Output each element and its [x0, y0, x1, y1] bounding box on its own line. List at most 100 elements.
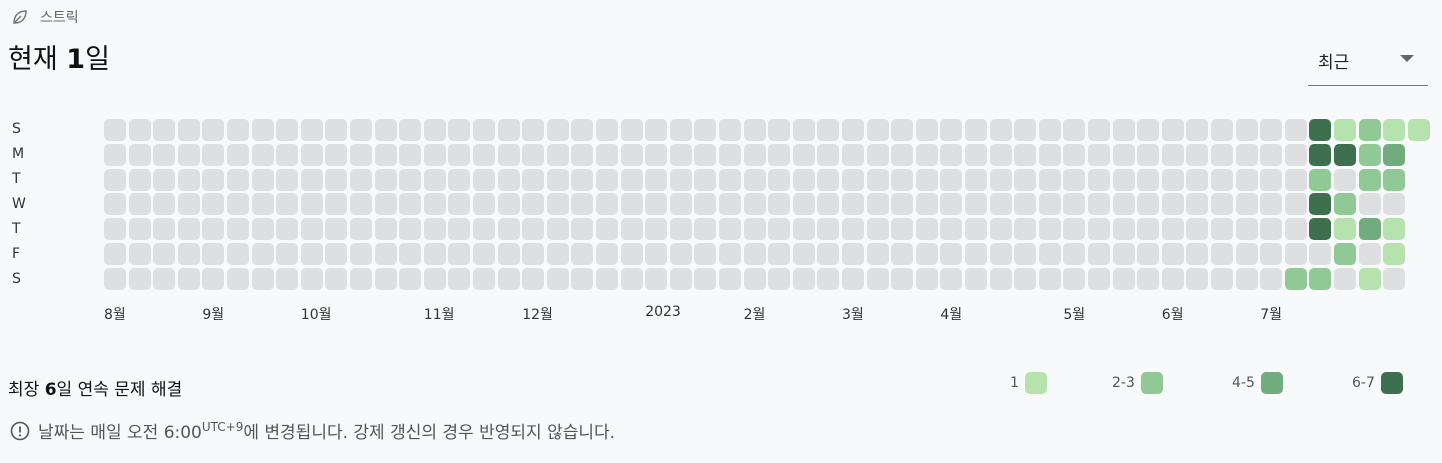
range-select[interactable]: 최근: [1308, 38, 1428, 86]
range-select-value: 최근: [1318, 53, 1350, 73]
heatmap-cell: [522, 267, 545, 290]
heatmap-cell: [571, 243, 594, 265]
heatmap-cell: [571, 143, 594, 166]
heatmap-cell: [473, 143, 495, 166]
heatmap-cell: [866, 218, 889, 241]
legend-label: 2-3: [1112, 375, 1135, 391]
heatmap-cell: [546, 143, 569, 166]
heatmap-cell: [842, 267, 864, 290]
heatmap-cell: [1383, 143, 1406, 166]
heatmap-cell: [1383, 119, 1406, 141]
heatmap-cell: [891, 143, 914, 166]
heatmap-cell: [104, 267, 126, 290]
heatmap-cell: [1235, 218, 1258, 241]
heatmap-cell: [1063, 243, 1086, 265]
heatmap-cell: [251, 168, 274, 191]
heatmap-cell: [1038, 193, 1061, 216]
heatmap-cell: [596, 168, 618, 191]
heatmap-cell: [153, 143, 176, 166]
heatmap-cell: [1161, 243, 1184, 265]
heatmap-cell: [915, 243, 938, 265]
heatmap-cell: [1260, 143, 1283, 166]
heatmap-cell: [719, 143, 741, 166]
heatmap-cell: [1088, 267, 1110, 290]
section-label: 스트릭: [40, 10, 79, 26]
heatmap-cell: [842, 119, 864, 141]
heatmap-cell: [423, 119, 446, 141]
heatmap-cell: [694, 143, 717, 166]
heatmap-cell: [276, 267, 299, 290]
heatmap-cell: [1063, 267, 1086, 290]
heatmap-cell: [497, 243, 520, 265]
heatmap-cell: [1063, 218, 1086, 241]
heatmap-cell: [497, 119, 520, 141]
heatmap-cell: [251, 243, 274, 265]
heatmap-cell: [989, 218, 1012, 241]
heatmap-cell: [1309, 243, 1332, 265]
heatmap-cell: [989, 193, 1012, 216]
heatmap-cell: [1284, 243, 1307, 265]
heatmap-cell: [940, 168, 963, 191]
heatmap-cell: [743, 143, 766, 166]
heatmap-cell: [768, 267, 791, 290]
month-label: 8월: [104, 307, 126, 323]
heatmap-cell: [915, 267, 938, 290]
heatmap-cell: [842, 168, 864, 191]
heatmap-cell: [1186, 193, 1209, 216]
heatmap-cell: [1112, 193, 1135, 216]
legend-swatch: [1024, 372, 1047, 394]
heatmap-cell: [300, 267, 323, 290]
heatmap-cell: [719, 218, 741, 241]
legend-swatch: [1260, 372, 1283, 394]
heatmap-cell: [399, 267, 422, 290]
heatmap-cell: [1186, 119, 1209, 141]
heatmap-cell: [399, 143, 422, 166]
heatmap-cell: [374, 143, 397, 166]
heatmap-cell: [1407, 119, 1430, 141]
heatmap-cell: [1088, 168, 1110, 191]
heatmap-cell: [177, 193, 200, 216]
heatmap-cell: [350, 218, 372, 241]
heatmap-cell: [128, 168, 151, 191]
heatmap-cell: [817, 267, 840, 290]
heatmap-cell: [1014, 243, 1037, 265]
heatmap-cell: [1260, 168, 1283, 191]
heatmap-cell: [891, 119, 914, 141]
heatmap-cell: [1309, 168, 1332, 191]
month-label: 2023: [645, 304, 681, 320]
heatmap-cell: [325, 143, 348, 166]
heatmap-cell: [842, 193, 864, 216]
current-streak-count: 1: [66, 44, 86, 75]
heatmap-cell: [423, 267, 446, 290]
heatmap-cell: [1112, 267, 1135, 290]
heatmap-cell: [842, 218, 864, 241]
weekday-labels: S M T W T F S: [12, 117, 26, 292]
heatmap-cell: [1309, 218, 1332, 241]
notice-after: 에 변경됩니다. 강제 갱신의 경우 반영되지 않습니다.: [243, 423, 616, 443]
heatmap-cell: [202, 168, 225, 191]
heatmap-cell: [1383, 267, 1406, 290]
heatmap-cell: [251, 267, 274, 290]
heatmap-cell: [227, 267, 249, 290]
heatmap-cell: [448, 143, 471, 166]
heatmap-cell: [792, 193, 815, 216]
month-label: 5월: [1063, 307, 1086, 323]
legend-item-6-7: 6-7: [1352, 372, 1403, 394]
heatmap-cell: [1211, 243, 1233, 265]
heatmap-cell: [1161, 119, 1184, 141]
heatmap-cell: [940, 193, 963, 216]
heatmap-cell: [227, 119, 249, 141]
heatmap-cell: [522, 218, 545, 241]
heatmap-cell: [1284, 267, 1307, 290]
section-header: 스트릭: [10, 6, 79, 28]
month-label: 4월: [940, 307, 963, 323]
heatmap-cell: [965, 243, 987, 265]
heatmap-cell: [768, 193, 791, 216]
heatmap-cell: [1112, 218, 1135, 241]
heatmap-cell: [153, 119, 176, 141]
heatmap-cell: [989, 267, 1012, 290]
heatmap-cell: [989, 143, 1012, 166]
heatmap-cell: [300, 243, 323, 265]
heatmap-cell: [620, 168, 643, 191]
heatmap-cell: [571, 218, 594, 241]
